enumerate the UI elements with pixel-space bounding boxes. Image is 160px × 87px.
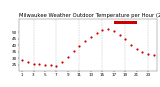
- Point: [90, 36, 92, 37]
- Point: [124, 39, 127, 40]
- Point: [136, 48, 138, 50]
- Point: [84, 40, 86, 41]
- Bar: [114, 21, 137, 24]
- Point: [44, 64, 46, 66]
- Point: [61, 61, 64, 62]
- Point: [32, 63, 35, 64]
- Point: [112, 30, 115, 32]
- Point: [118, 34, 121, 35]
- Point: [67, 56, 69, 58]
- Point: [101, 29, 104, 31]
- Text: Milwaukee Weather Outdoor Temperature per Hour (24 Hours): Milwaukee Weather Outdoor Temperature pe…: [19, 13, 160, 18]
- Point: [147, 53, 149, 54]
- Point: [78, 45, 81, 47]
- Point: [95, 32, 98, 33]
- Point: [27, 61, 29, 63]
- Point: [130, 44, 132, 45]
- Point: [72, 50, 75, 52]
- Point: [38, 64, 40, 65]
- Point: [141, 51, 144, 52]
- Point: [153, 54, 155, 56]
- Point: [49, 65, 52, 66]
- Point: [55, 65, 58, 67]
- Point: [21, 60, 23, 61]
- Point: [107, 28, 109, 30]
